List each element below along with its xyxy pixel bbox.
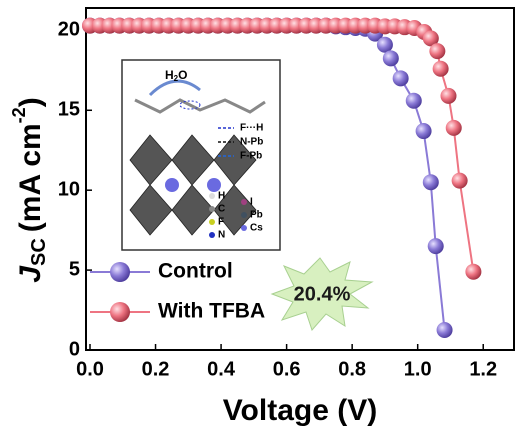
data-point bbox=[405, 92, 422, 109]
x-tick-label: 1.0 bbox=[404, 358, 432, 380]
atom-label: H bbox=[218, 191, 225, 202]
data-point bbox=[376, 36, 393, 53]
y-tick-label: 5 bbox=[69, 258, 80, 280]
atom-key bbox=[241, 199, 247, 205]
atom-label: C bbox=[218, 204, 225, 215]
y-label-close: ) bbox=[14, 97, 47, 107]
bond-label: F-Pb bbox=[240, 151, 262, 162]
hbond-mark bbox=[179, 100, 201, 110]
atom-label: N bbox=[218, 230, 225, 241]
water-sub: 2 bbox=[174, 74, 179, 83]
water-h: H bbox=[165, 68, 174, 82]
x-tick-label: 0.6 bbox=[273, 358, 301, 380]
bond-label: N-Pb bbox=[240, 137, 263, 148]
y-label-main: J bbox=[14, 265, 47, 283]
x-tick-label: 0.2 bbox=[142, 358, 170, 380]
legend-label: With TFBA bbox=[158, 300, 265, 323]
water-label: H2O bbox=[165, 68, 187, 83]
atom-key bbox=[209, 206, 215, 212]
legend-marker bbox=[110, 262, 130, 282]
data-point bbox=[392, 70, 409, 87]
y-tick-label: 20 bbox=[58, 19, 80, 41]
starburst bbox=[270, 257, 374, 331]
data-point bbox=[382, 50, 399, 67]
legend-label: Control bbox=[158, 260, 233, 283]
data-point bbox=[432, 60, 449, 77]
data-point bbox=[465, 263, 482, 280]
data-point bbox=[427, 238, 444, 255]
atom-key bbox=[241, 225, 247, 231]
data-point bbox=[451, 172, 468, 189]
atom-label: F bbox=[218, 217, 224, 228]
x-axis-label: Voltage (V) bbox=[223, 394, 377, 427]
cs-atom bbox=[207, 178, 221, 192]
y-tick-label: 10 bbox=[58, 178, 80, 200]
bond-label: F···H bbox=[240, 123, 263, 134]
x-tick-label: 0.0 bbox=[76, 358, 104, 380]
y-axis-label: JSC (mA cm-2) bbox=[9, 97, 51, 282]
x-tick-label: 0.4 bbox=[207, 358, 236, 380]
atom-label: Cs bbox=[250, 223, 263, 234]
atom-key bbox=[209, 232, 215, 238]
data-point bbox=[415, 123, 432, 140]
y-label-sup: -2 bbox=[9, 107, 29, 123]
legend-marker bbox=[110, 302, 130, 322]
y-label-unit: (mA cm bbox=[14, 123, 47, 232]
atom-label: I bbox=[250, 197, 253, 208]
data-point bbox=[422, 30, 439, 47]
data-point bbox=[436, 322, 453, 339]
atom-key bbox=[209, 193, 215, 199]
water-o: O bbox=[178, 68, 187, 82]
cs-atom bbox=[165, 178, 179, 192]
y-tick-label: 15 bbox=[58, 99, 80, 121]
data-point bbox=[422, 174, 439, 191]
plot-frame bbox=[85, 7, 515, 351]
key-bg bbox=[262, 190, 278, 246]
data-point bbox=[445, 119, 462, 136]
y-label-sub: SC bbox=[28, 238, 50, 266]
atom-key bbox=[209, 219, 215, 225]
atom-label: Pb bbox=[250, 210, 263, 221]
arrow bbox=[148, 79, 201, 97]
data-point bbox=[440, 87, 457, 104]
molecule bbox=[134, 98, 266, 114]
data-point bbox=[429, 43, 446, 60]
y-tick-label: 0 bbox=[69, 338, 80, 360]
x-tick-label: 0.8 bbox=[338, 358, 366, 380]
atom-key bbox=[241, 212, 247, 218]
plot-area bbox=[82, 7, 515, 351]
octahedra bbox=[129, 134, 257, 236]
x-tick-label: 1.2 bbox=[469, 358, 497, 380]
annotation: 20.4% bbox=[294, 283, 351, 305]
